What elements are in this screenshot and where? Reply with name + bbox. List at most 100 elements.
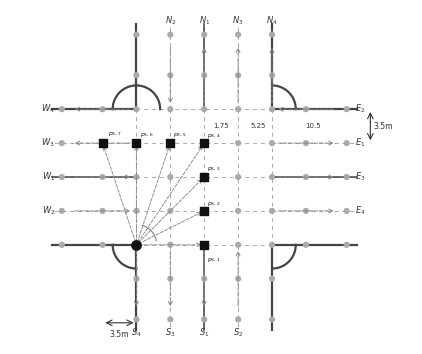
Point — [167, 140, 174, 146]
Point — [343, 242, 350, 248]
Point — [133, 73, 140, 78]
Point — [167, 32, 174, 38]
Point — [269, 174, 276, 180]
Text: $p_{3,7}$: $p_{3,7}$ — [108, 131, 121, 138]
Text: $p_{3,3}$: $p_{3,3}$ — [207, 166, 220, 173]
Point — [269, 242, 276, 248]
Point — [133, 208, 140, 214]
Point — [133, 242, 140, 248]
Point — [235, 242, 241, 248]
Text: $p_{3,5}$: $p_{3,5}$ — [173, 132, 187, 139]
Point — [269, 208, 276, 214]
Text: $W_3$: $W_3$ — [41, 137, 55, 149]
Point — [303, 208, 309, 214]
Text: $N_3$: $N_3$ — [233, 15, 244, 27]
Point — [235, 32, 241, 38]
Point — [269, 140, 276, 146]
Point — [201, 208, 208, 214]
Point — [167, 242, 174, 248]
Point — [269, 32, 276, 38]
Point — [201, 73, 208, 78]
Text: $p_{3,4}$: $p_{3,4}$ — [207, 133, 220, 141]
Point — [58, 174, 65, 180]
Point — [133, 106, 140, 112]
Point — [58, 242, 65, 248]
Text: $N_2$: $N_2$ — [165, 15, 176, 27]
Point — [167, 73, 174, 78]
Point — [235, 73, 241, 78]
Point — [99, 106, 106, 112]
Text: 1.75: 1.75 — [214, 123, 229, 129]
Point — [201, 174, 208, 180]
Point — [343, 174, 350, 180]
Point — [133, 140, 140, 146]
Point — [201, 276, 208, 281]
Text: $E_1$: $E_1$ — [355, 137, 365, 149]
Text: $S_4$: $S_4$ — [131, 327, 142, 339]
Point — [167, 106, 174, 112]
Point — [235, 208, 241, 214]
Point — [99, 174, 106, 180]
Text: $E_3$: $E_3$ — [355, 171, 365, 183]
Point — [201, 106, 208, 112]
Point — [201, 174, 208, 180]
Point — [269, 73, 276, 78]
Point — [133, 32, 140, 38]
Point — [58, 140, 65, 146]
Text: $W_4$: $W_4$ — [41, 103, 55, 115]
Point — [99, 208, 106, 214]
Point — [201, 140, 208, 146]
Point — [343, 208, 350, 214]
Point — [303, 242, 309, 248]
Point — [99, 242, 106, 248]
Text: $E_2$: $E_2$ — [355, 103, 365, 115]
Point — [99, 140, 106, 146]
Point — [201, 140, 208, 146]
Point — [235, 276, 241, 281]
Text: $N_1$: $N_1$ — [198, 15, 210, 27]
Point — [167, 276, 174, 281]
Point — [235, 140, 241, 146]
Point — [201, 242, 208, 248]
Point — [269, 316, 276, 322]
Text: 3.5m: 3.5m — [374, 122, 393, 131]
Point — [201, 242, 208, 248]
Point — [133, 174, 140, 180]
Point — [235, 106, 241, 112]
Point — [235, 174, 241, 180]
Point — [167, 316, 174, 322]
Point — [303, 174, 309, 180]
Text: $p_{3,1}$: $p_{3,1}$ — [207, 257, 220, 264]
Point — [269, 276, 276, 281]
Text: 5.25: 5.25 — [251, 123, 266, 129]
Point — [58, 208, 65, 214]
Text: 10.5: 10.5 — [305, 123, 321, 129]
Point — [269, 106, 276, 112]
Text: $S_1$: $S_1$ — [199, 327, 209, 339]
Point — [167, 140, 174, 146]
Point — [235, 316, 241, 322]
Point — [201, 32, 208, 38]
Point — [343, 140, 350, 146]
Point — [133, 276, 140, 281]
Text: $S_2$: $S_2$ — [233, 327, 243, 339]
Text: $S_3$: $S_3$ — [165, 327, 176, 339]
Point — [201, 208, 208, 214]
Point — [167, 174, 174, 180]
Point — [343, 106, 350, 112]
Point — [303, 140, 309, 146]
Point — [58, 106, 65, 112]
Point — [99, 140, 106, 146]
Text: $p_{3,6}$: $p_{3,6}$ — [141, 132, 154, 139]
Point — [133, 316, 140, 322]
Text: $N_4$: $N_4$ — [266, 15, 278, 27]
Text: $W_1$: $W_1$ — [41, 171, 55, 183]
Text: 3.5m: 3.5m — [110, 330, 129, 338]
Point — [133, 242, 140, 248]
Text: $p_{3,2}$: $p_{3,2}$ — [207, 201, 220, 208]
Text: $E_4$: $E_4$ — [355, 205, 365, 217]
Point — [133, 140, 140, 146]
Point — [167, 208, 174, 214]
Text: $W_2$: $W_2$ — [41, 205, 55, 217]
Point — [303, 106, 309, 112]
